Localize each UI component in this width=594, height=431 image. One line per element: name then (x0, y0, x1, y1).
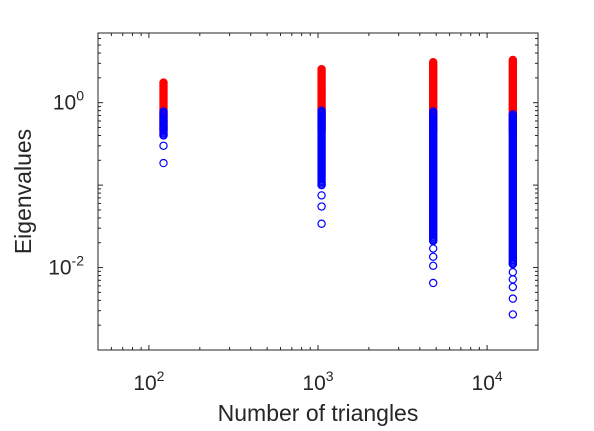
eigenvalue-point-blue (428, 252, 438, 262)
eigenvalue-point-blue (159, 141, 168, 150)
eigenvalue-point-blue (428, 236, 438, 246)
eigenvalue-point-blue (159, 158, 168, 168)
eigenvalue-point-blue (317, 202, 326, 211)
x-tick-label-base: 10 (302, 372, 325, 395)
x-tick-label: 103 (302, 368, 333, 395)
y-tick-label-base: 10 (48, 257, 71, 280)
eigenvalue-point-blue (508, 294, 518, 303)
y-tick-label-exponent: 0 (76, 88, 84, 104)
x-axis-label: Number of triangles (218, 400, 419, 426)
x-tick-label-exponent: 4 (495, 368, 503, 384)
x-tick-label-base: 10 (133, 372, 156, 395)
x-tick-label-exponent: 2 (157, 368, 165, 384)
y-tick-label: 100 (53, 88, 84, 115)
data-points (159, 55, 518, 319)
x-tick-label-exponent: 3 (326, 368, 334, 384)
y-tick-label-base: 10 (53, 92, 76, 115)
eigenvalue-point-blue (508, 267, 518, 277)
eigenvalue-point-blue (159, 131, 168, 140)
eigenvalue-point-blue (317, 219, 326, 228)
y-tick-label: 10-2 (48, 253, 84, 280)
eigenvalue-point-blue (317, 180, 326, 190)
eigenvalue-point-blue (428, 278, 438, 288)
eigenvalue-point-blue (508, 259, 518, 269)
y-axis-label: Eigenvalues (10, 129, 36, 254)
eigenvalue-point-blue (317, 191, 326, 200)
x-tick-label: 104 (472, 368, 503, 395)
eigenvalue-point-blue (508, 310, 518, 319)
eigenvalue-point-blue (428, 261, 438, 271)
y-tick-label-exponent: -2 (72, 253, 85, 269)
x-tick-label-base: 10 (472, 372, 495, 395)
x-tick-label: 102 (133, 368, 164, 395)
